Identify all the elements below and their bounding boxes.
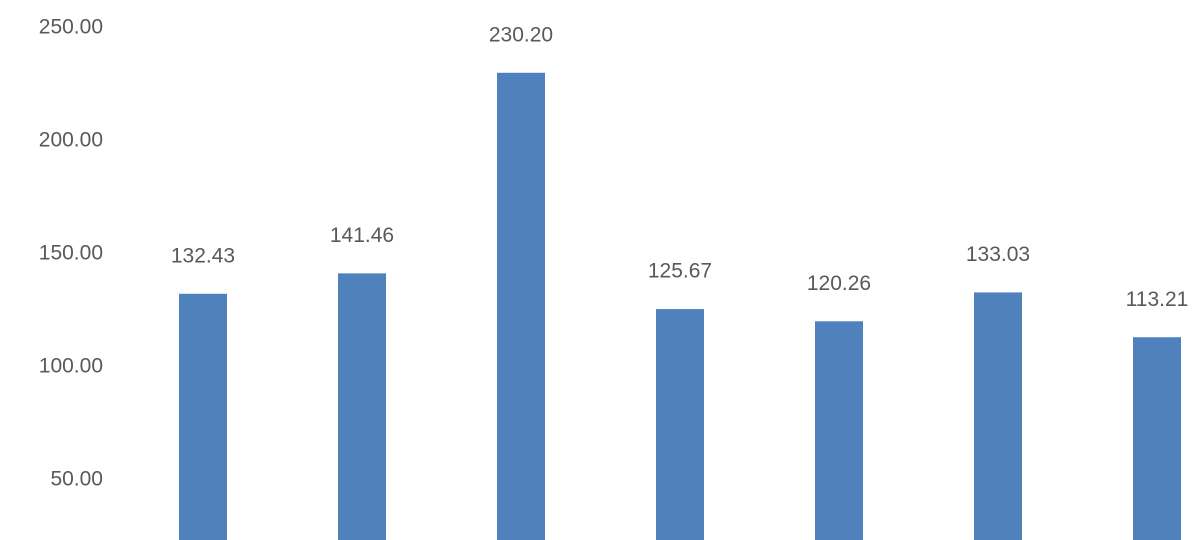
data-label: 133.03 [966, 243, 1030, 266]
bar [815, 321, 863, 540]
data-label: 113.21 [1126, 288, 1189, 311]
data-label: 125.67 [648, 260, 712, 283]
bar [338, 273, 386, 540]
y-tick-label: 250.00 [39, 16, 103, 39]
data-label: 230.20 [489, 23, 553, 46]
y-tick-label: 100.00 [39, 355, 103, 378]
bar [656, 309, 704, 540]
data-label: 132.43 [171, 244, 235, 267]
bar [497, 72, 545, 540]
y-tick-label: 150.00 [39, 242, 103, 265]
y-tick-label: 50.00 [50, 468, 103, 491]
y-tick-label: 200.00 [39, 129, 103, 152]
data-label: 141.46 [330, 224, 394, 247]
data-label: 120.26 [807, 272, 871, 295]
bar [179, 293, 227, 540]
bar [974, 292, 1022, 540]
bar [1133, 337, 1181, 540]
